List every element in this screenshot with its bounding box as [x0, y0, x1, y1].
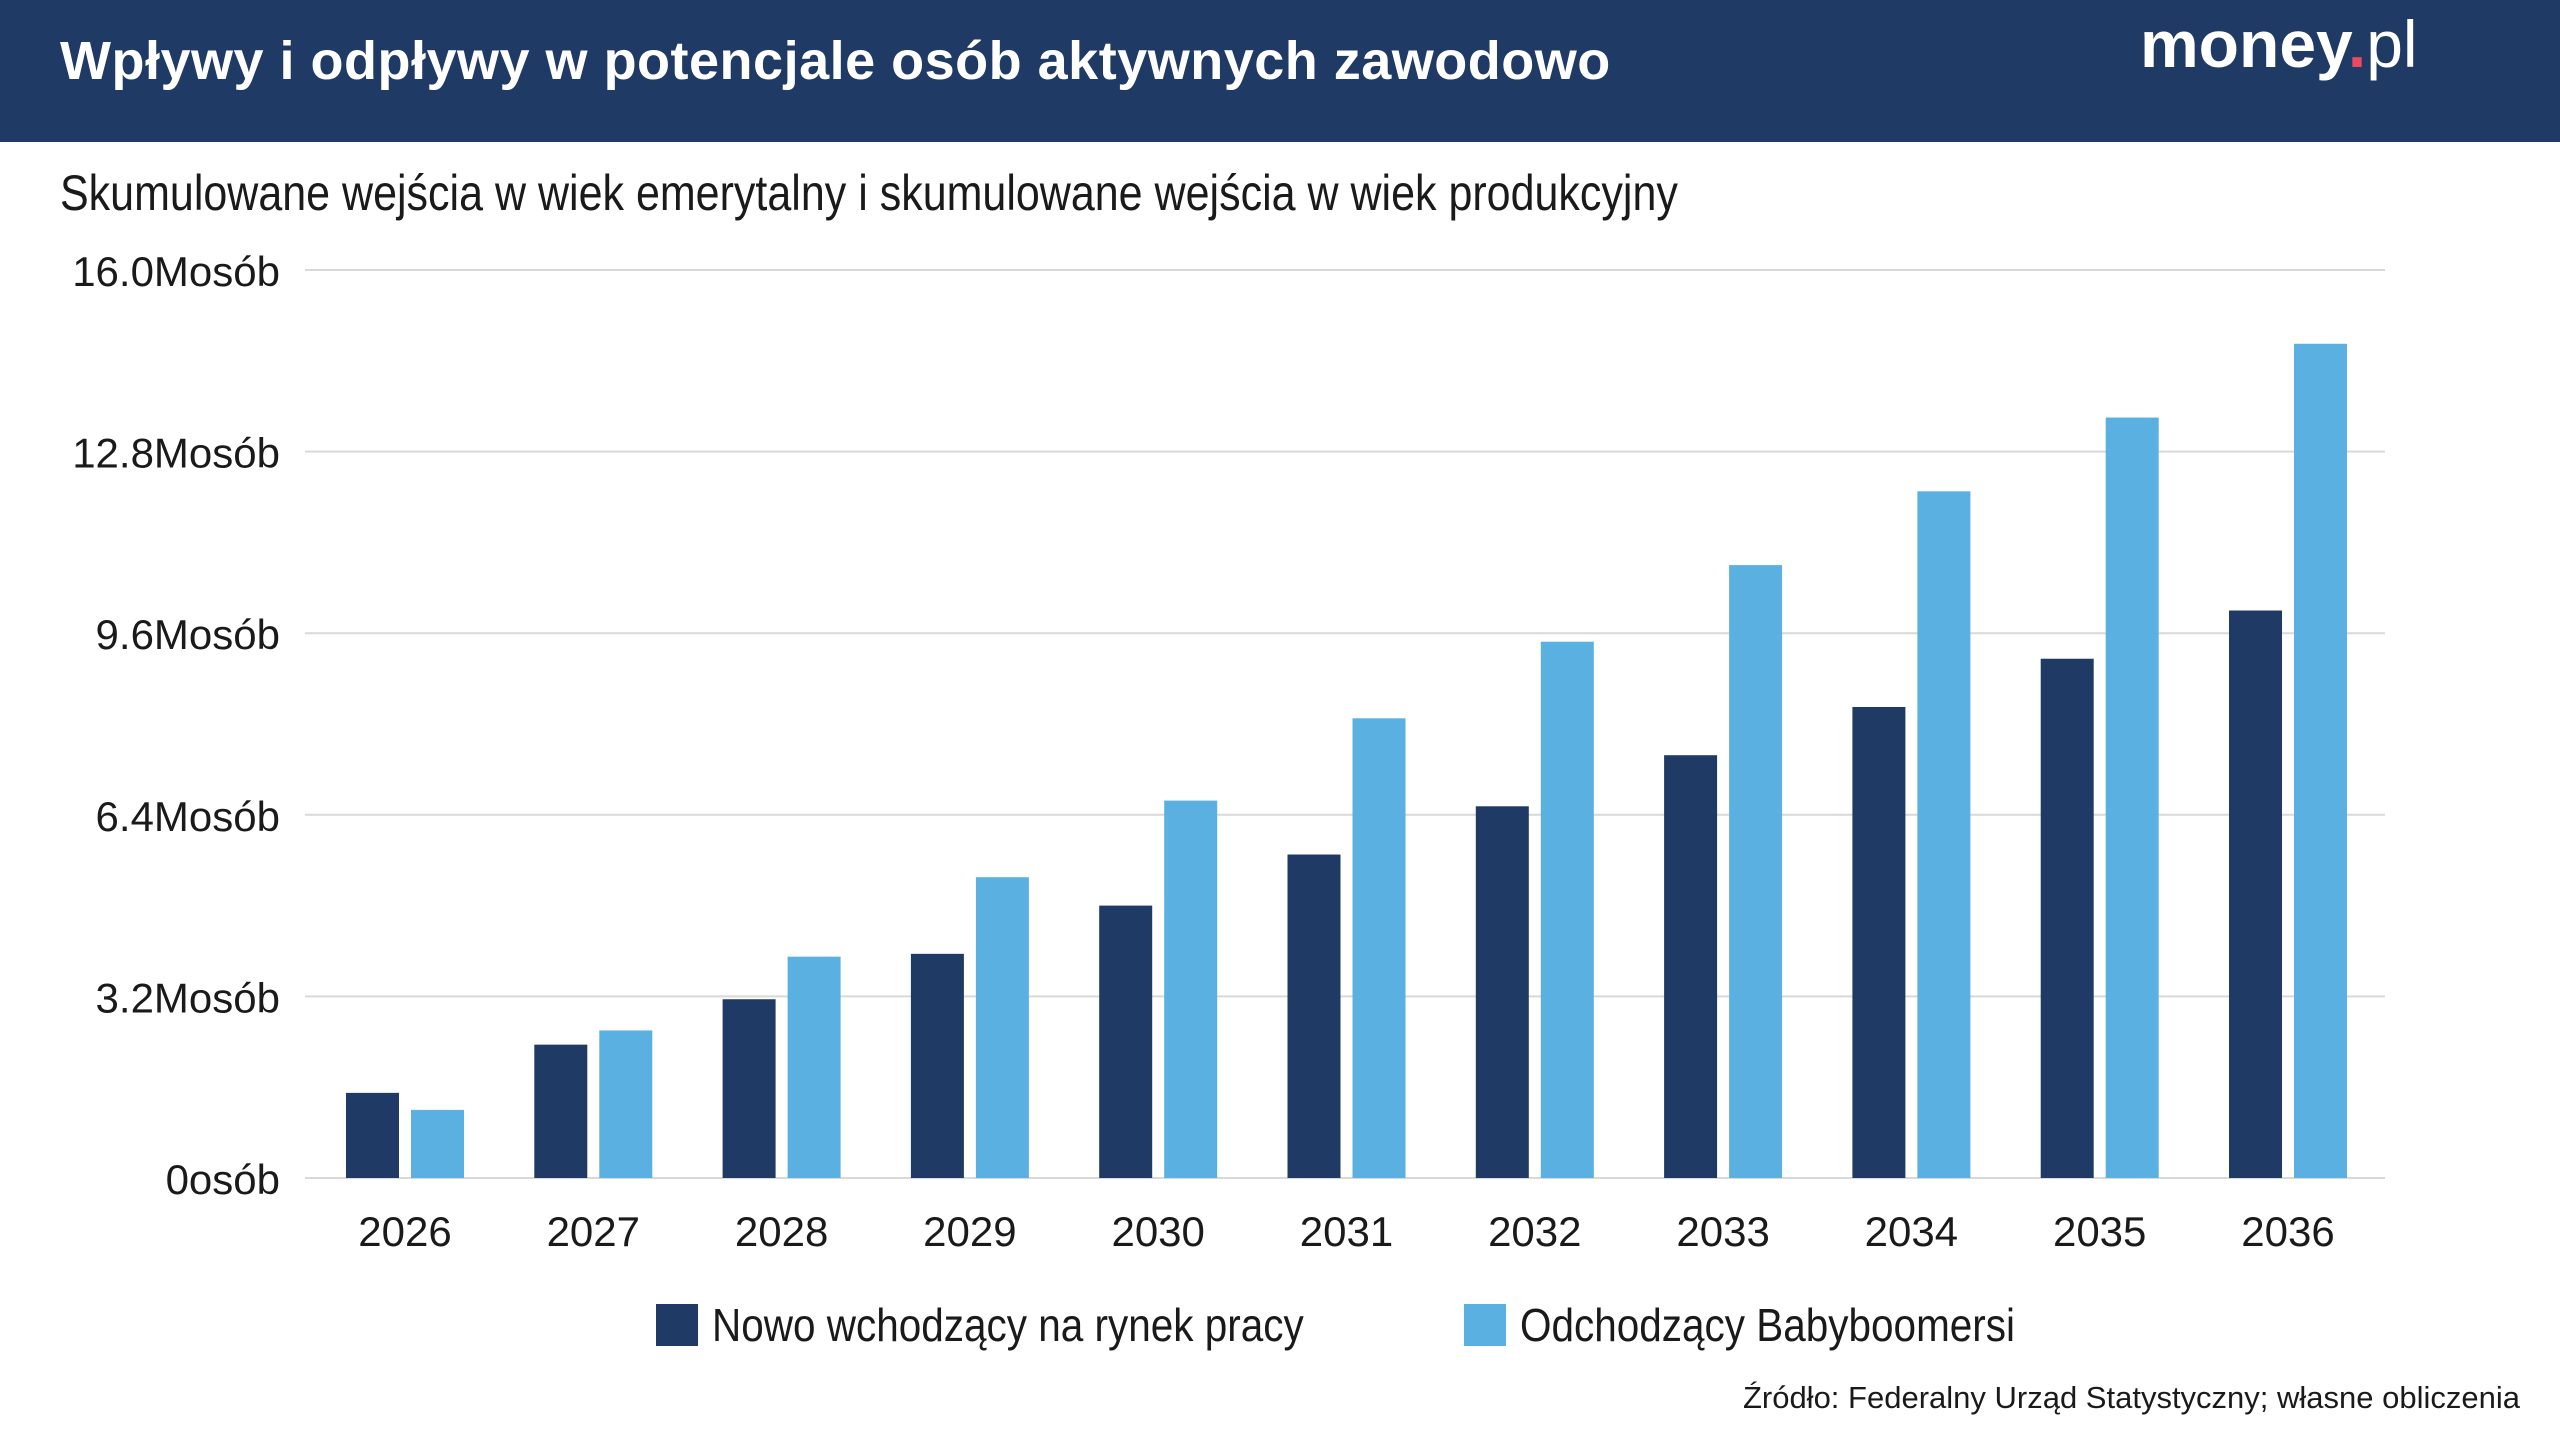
- legend-label-babyboomers: Odchodzący Babyboomersi: [1520, 1299, 2016, 1351]
- chart-legend: Nowo wchodzący na rynek pracy Odchodzący…: [656, 1298, 2163, 1352]
- bar-chart: 0osób 3.2Mosób 6.4Mosób 9.6Mosób 12.8Mosób 16…: [72, 248, 2385, 1255]
- x-tick-label: 2035: [2053, 1208, 2146, 1255]
- bar-babyboomers: [1164, 800, 1218, 1178]
- x-tick-label: 2032: [1488, 1208, 1581, 1255]
- legend-swatch-babyboomers: [1464, 1304, 1507, 1346]
- bar-new-entrants: [1475, 806, 1529, 1178]
- bar-babyboomers: [1729, 565, 1783, 1178]
- x-tick-label: 2027: [547, 1208, 640, 1255]
- bar-babyboomers: [2105, 417, 2159, 1178]
- bar-new-entrants: [2040, 658, 2094, 1178]
- y-tick-label: 3.2Mosób: [96, 974, 280, 1021]
- x-tick-label: 2034: [1865, 1208, 1958, 1255]
- bar-new-entrants: [1852, 706, 1906, 1178]
- legend-label-new-entrants: Nowo wchodzący na rynek pracy: [712, 1299, 1304, 1351]
- legend-item-new-entrants: Nowo wchodzący na rynek pracy: [656, 1298, 1384, 1352]
- y-tick-label: 9.6Mosób: [96, 611, 280, 658]
- bar-new-entrants: [1287, 854, 1341, 1178]
- chart-subtitle: Skumulowane wejścia w wiek emerytalny i …: [60, 165, 1678, 221]
- bar-new-entrants: [534, 1044, 588, 1178]
- legend-item-babyboomers: Odchodzący Babyboomersi: [1464, 1298, 2083, 1352]
- legend-swatch-new-entrants: [656, 1304, 698, 1346]
- x-tick-label: 2036: [2241, 1208, 2334, 1255]
- x-tick-label: 2030: [1111, 1208, 1204, 1255]
- x-tick-label: 2026: [358, 1208, 451, 1255]
- x-tick-label: 2029: [923, 1208, 1016, 1255]
- bar-babyboomers: [2294, 343, 2347, 1178]
- bar-babyboomers: [975, 877, 1029, 1178]
- bar-new-entrants: [910, 953, 964, 1178]
- logo-main-text: money: [2140, 7, 2348, 81]
- bar-new-entrants: [2229, 610, 2282, 1178]
- logo-dot: .: [2347, 7, 2367, 81]
- header-bar: Wpływy i odpływy w potencjale osób aktyw…: [0, 0, 2560, 142]
- x-tick-label: 2033: [1676, 1208, 1769, 1255]
- x-tick-label: 2031: [1300, 1208, 1393, 1255]
- bar-new-entrants: [346, 1092, 399, 1178]
- bar-new-entrants: [1664, 755, 1718, 1178]
- page-title: Wpływy i odpływy w potencjale osób aktyw…: [60, 31, 1611, 91]
- y-tick-label: 0osób: [166, 1156, 280, 1203]
- source-note: Źródło: Federalny Urząd Statystyczny; wł…: [1742, 1380, 2520, 1415]
- logo-tld-text: pl: [2366, 7, 2418, 81]
- y-tick-label: 12.8Mosób: [72, 430, 280, 477]
- bar-babyboomers: [411, 1109, 464, 1178]
- bar-babyboomers: [1917, 491, 1971, 1178]
- x-tick-label: 2028: [735, 1208, 828, 1255]
- bar-babyboomers: [599, 1030, 653, 1178]
- y-tick-label: 16.0Mosób: [72, 248, 280, 295]
- y-tick-label: 6.4Mosób: [96, 793, 280, 840]
- bar-new-entrants: [722, 999, 776, 1178]
- bar-babyboomers: [787, 956, 841, 1178]
- bar-new-entrants: [1099, 905, 1153, 1178]
- money-pl-logo: money.pl: [2140, 6, 2418, 82]
- bar-babyboomers: [1352, 718, 1406, 1178]
- bar-babyboomers: [1540, 641, 1594, 1178]
